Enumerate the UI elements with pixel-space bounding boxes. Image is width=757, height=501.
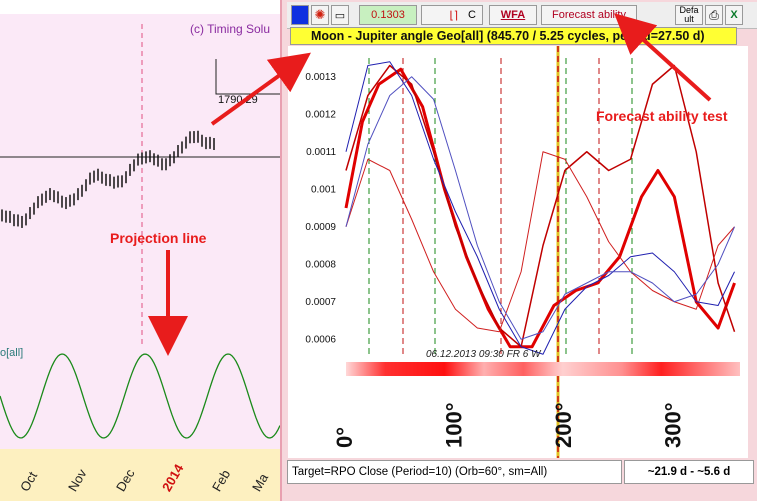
month-label: Oct <box>17 468 41 494</box>
print-icon[interactable]: ⎙ <box>705 5 723 25</box>
dropdown-value: C <box>468 9 476 21</box>
projection-line-annotation: Projection line <box>110 230 207 246</box>
excel-icon[interactable]: X <box>725 5 743 25</box>
month-label: Dec <box>113 466 138 494</box>
series-line <box>345 61 735 355</box>
projection-chart-svg: 0.0006 0.0007 0.0008 0.0009 0.001 0.0011 0.001… <box>305 46 740 458</box>
y-tick-label: 0.0009 <box>305 222 336 233</box>
y-tick-label: 0.0006 <box>305 334 336 345</box>
y-tick-label: 0.0008 <box>305 259 336 270</box>
month-label: Ma <box>249 470 272 494</box>
month-label: Nov <box>65 466 90 494</box>
y-tick-label: 0.0007 <box>305 297 336 308</box>
folder-icon[interactable]: ▭ <box>331 5 349 25</box>
range-text: ~21.9 d - ~5.6 d <box>624 460 754 484</box>
price-bars <box>0 24 280 344</box>
color-button[interactable] <box>291 5 309 25</box>
month-label: Feb <box>209 467 234 494</box>
forecast-ability-button[interactable]: Forecast ability <box>541 5 637 25</box>
y-tick-label: 0.0011 <box>306 147 336 158</box>
month-label: 2014 <box>159 461 187 494</box>
y-tick-label: 0.0012 <box>305 109 336 120</box>
background-oscillator: o[all] <box>0 344 280 449</box>
series-line <box>344 67 736 349</box>
chart-title: Moon - Jupiter angle Geo[all] (845.70 / … <box>290 27 737 45</box>
x-tick-label: 100° <box>441 402 466 448</box>
intensity-strip <box>346 362 740 376</box>
status-text: Target=RPO Close (Period=10) (Orb=60°, s… <box>287 460 622 484</box>
y-tick-label: 0.0013 <box>305 72 336 83</box>
background-toolbar <box>0 0 280 14</box>
x-tick-label: 0° <box>332 427 357 448</box>
line-style-dropdown[interactable]: ⌊⌉ C <box>421 5 483 25</box>
value-field[interactable]: 0.1303 <box>359 5 417 25</box>
background-price-chart: (c) Timing Solu 1790.29 <box>0 14 280 344</box>
projection-chart: 0.0006 0.0007 0.0008 0.0009 0.001 0.0011 0.001… <box>288 46 748 458</box>
settings-icon[interactable]: ✺ <box>311 5 329 25</box>
window-toolbar: ✺ ▭ 0.1303 ⌊⌉ C WFA Forecast ability Defa… <box>287 2 757 29</box>
y-tick-label: 0.001 <box>311 184 336 195</box>
osc-label: o[all] <box>0 347 24 359</box>
series-line <box>345 151 735 333</box>
series-line <box>345 76 735 340</box>
background-date-axis: Oct Nov Dec 2014 Feb Ma <box>0 449 280 501</box>
current-date-label: 06.12.2013 09:30 FR 6 W <box>426 349 542 360</box>
forecast-ability-annotation: Forecast ability test <box>596 108 728 124</box>
wfa-button[interactable]: WFA <box>489 5 537 25</box>
x-tick-label: 200° <box>551 402 576 448</box>
default-button[interactable]: Defa ult <box>675 5 703 25</box>
x-tick-label: 300° <box>660 402 685 448</box>
price-label: 1790.29 <box>218 94 258 106</box>
watermark: (c) Timing Solu <box>190 22 271 36</box>
